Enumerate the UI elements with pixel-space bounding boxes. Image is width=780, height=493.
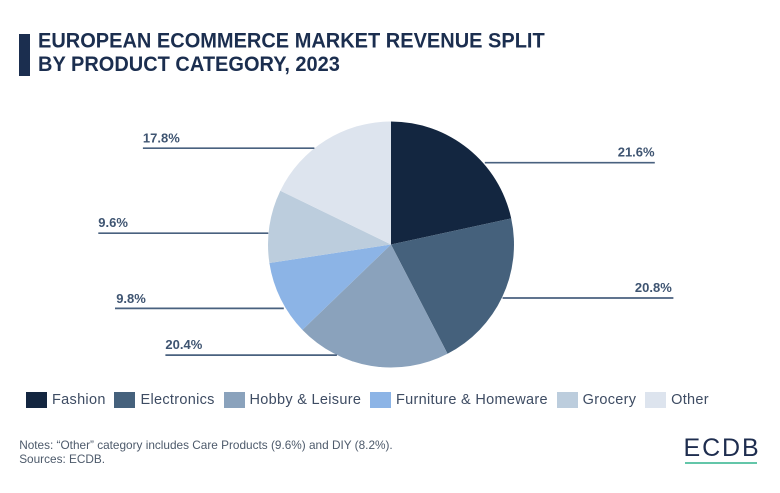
svg-text:20.4%: 20.4% <box>165 337 202 352</box>
svg-text:20.8%: 20.8% <box>635 280 672 295</box>
svg-text:9.8%: 9.8% <box>116 291 146 306</box>
svg-text:21.6%: 21.6% <box>618 145 655 160</box>
svg-text:17.8%: 17.8% <box>143 130 180 145</box>
svg-text:9.6%: 9.6% <box>98 215 128 230</box>
